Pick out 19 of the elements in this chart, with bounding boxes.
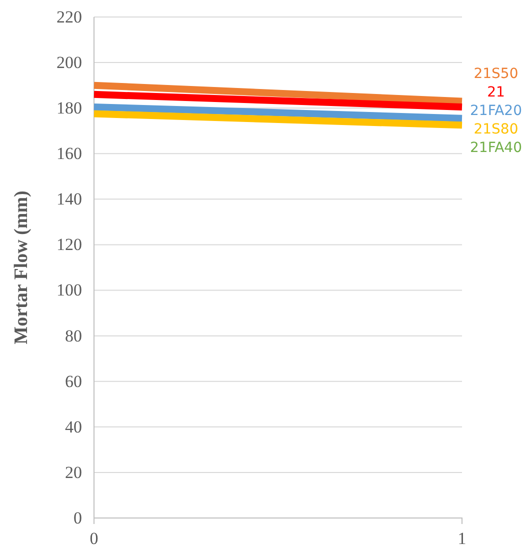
series-label: 21	[487, 84, 505, 100]
x-tick-label: 1	[458, 529, 466, 548]
y-tick-label: 100	[56, 280, 82, 300]
y-tick-label: 160	[56, 144, 82, 164]
series-label: 21S80	[474, 122, 518, 138]
y-tick-label: 20	[65, 462, 82, 482]
y-tick-label: 40	[65, 417, 82, 436]
series-label: 21S50	[474, 66, 518, 82]
y-axis-title: Mortar Flow (mm)	[11, 190, 32, 344]
y-tick-label: 140	[56, 190, 82, 209]
y-tick-label: 60	[65, 372, 82, 391]
y-tick-label: 200	[56, 52, 82, 72]
y-tick-label: 80	[65, 326, 82, 346]
y-tick-label: 0	[74, 508, 82, 528]
y-tick-label: 180	[56, 98, 82, 118]
y-tick-label: 120	[56, 235, 82, 254]
legend-label: 21FA40	[470, 140, 522, 156]
y-tick-label: 220	[56, 7, 82, 26]
series-label: 21FA20	[470, 103, 522, 119]
